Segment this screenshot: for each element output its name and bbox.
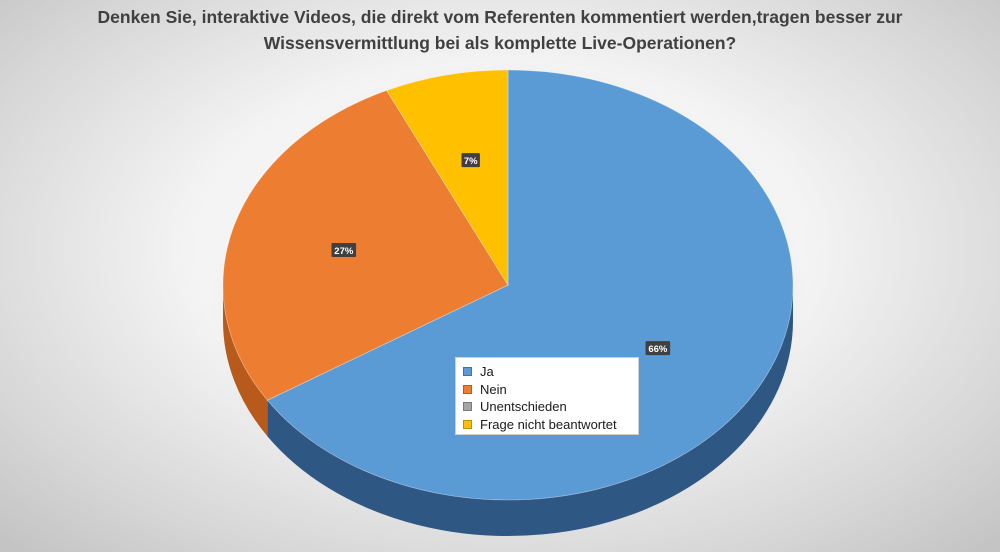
data-label-text: 7% — [464, 156, 478, 167]
legend-label: Frage nicht beantwortet — [480, 416, 617, 432]
legend-swatch — [463, 367, 472, 377]
legend-item-ja: Ja — [463, 363, 638, 381]
chart-legend: Ja Nein Unentschieden Frage nicht beantw… — [455, 357, 639, 435]
legend-item-unentschieden: Unentschieden — [463, 398, 638, 416]
legend-label: Unentschieden — [480, 399, 567, 415]
data-label-box — [461, 153, 480, 168]
pie-side-nein — [223, 285, 268, 437]
data-label-text: 27% — [334, 246, 354, 257]
data-label-box — [645, 341, 671, 356]
pie-slice-nein — [222, 89, 509, 401]
legend-swatch — [463, 402, 472, 412]
legend-label: Nein — [480, 381, 507, 397]
legend-swatch — [463, 419, 472, 429]
chart-title: Denken Sie, interaktive Videos, die dire… — [0, 4, 1000, 56]
pie-side-ja — [267, 285, 793, 536]
data-label-nein: 27% — [331, 243, 357, 258]
legend-item-frage-nicht-beantwortet: Frage nicht beantwortet — [463, 416, 638, 434]
data-label-text: 66% — [648, 344, 668, 355]
data-label-box — [331, 243, 357, 258]
pie-slice-ja — [266, 69, 794, 501]
legend-label: Ja — [480, 364, 494, 380]
data-label-ja: 66% — [645, 341, 671, 356]
data-label-frage-nicht-beantwortet: 7% — [461, 153, 480, 168]
chart-title-line-2: Wissensvermittlung bei als komplette Liv… — [263, 33, 737, 53]
legend-swatch — [463, 384, 472, 394]
chart-title-line-1: Denken Sie, interaktive Videos, die dire… — [97, 7, 903, 27]
legend-item-nein: Nein — [463, 381, 638, 399]
pie-slice-frage-nicht-beantwortet — [386, 69, 509, 287]
